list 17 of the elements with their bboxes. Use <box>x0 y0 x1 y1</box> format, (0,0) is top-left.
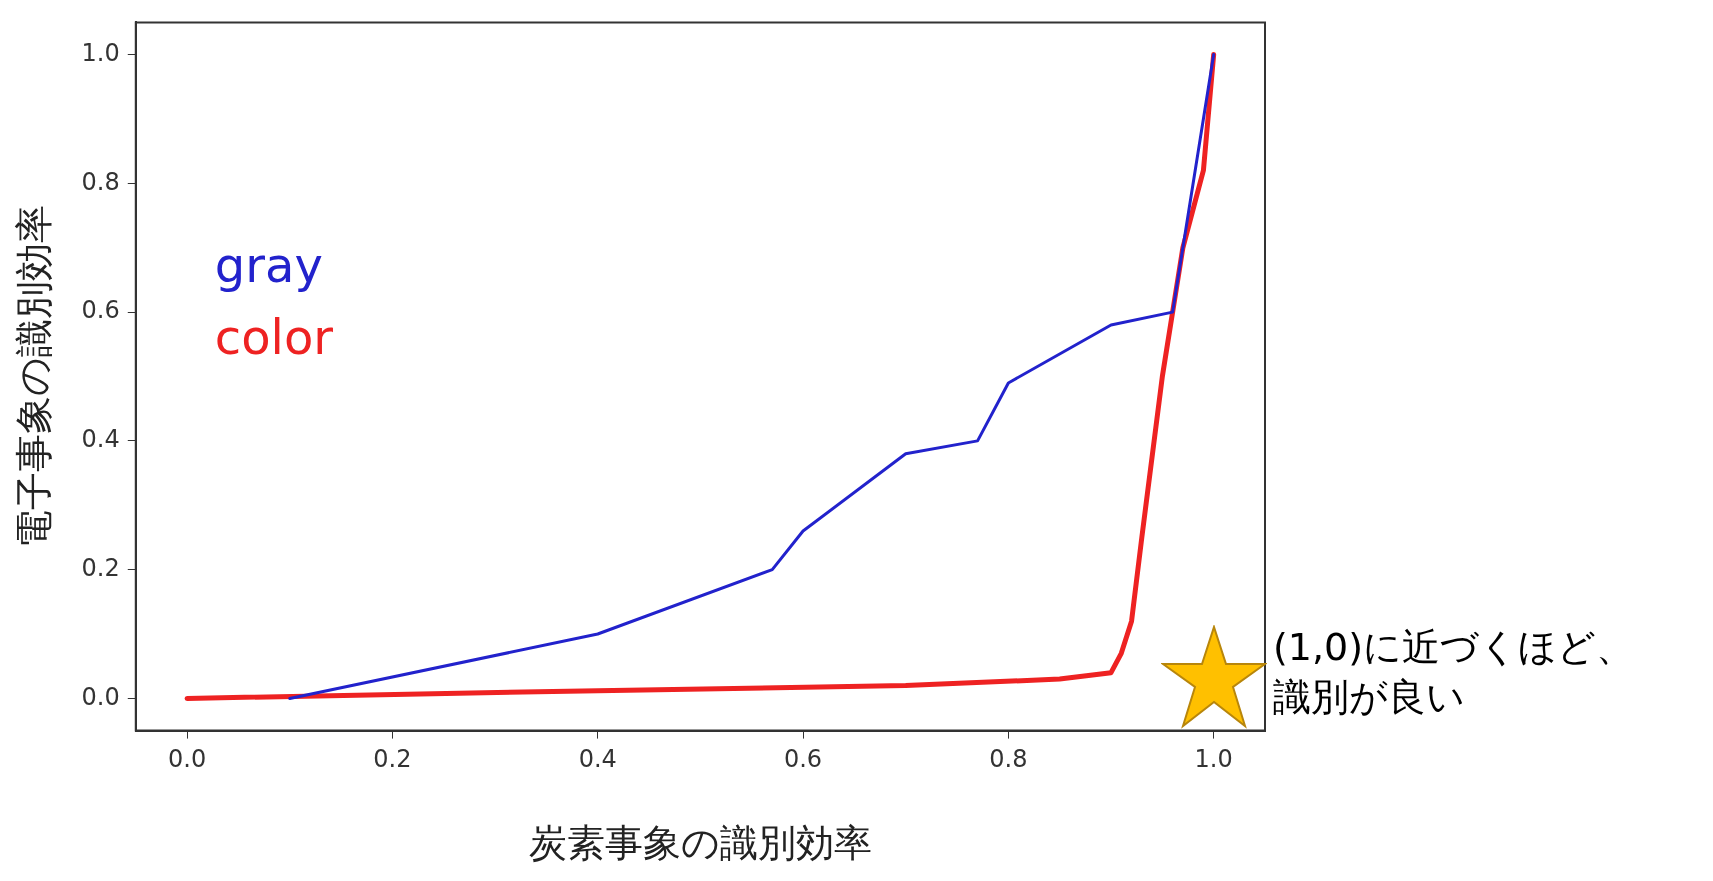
x-tick-label: 0.6 <box>783 745 823 774</box>
y-tick-label: 0.0 <box>81 682 120 711</box>
x-tick-label: 1.0 <box>1194 745 1233 774</box>
y-tick-label: 0.6 <box>81 296 120 325</box>
x-tick-label: 0.4 <box>578 745 617 774</box>
y-tick-label: 0.2 <box>81 553 120 582</box>
x-tick-label: 0.2 <box>373 745 412 774</box>
y-tick-label: 1.0 <box>81 38 120 67</box>
y-axis-title: 電子事象の識別効率 <box>11 205 56 548</box>
text: gray <box>214 237 323 294</box>
text: color <box>214 309 334 366</box>
text: (1,0)に近づくほど、識別が良い <box>1273 625 1635 720</box>
x-axis-title: 炭素事象の識別効率 <box>528 821 872 866</box>
x-tick-label: 0.0 <box>168 745 207 774</box>
x-tick-label: 0.8 <box>989 745 1028 774</box>
y-tick-label: 0.4 <box>81 425 120 454</box>
y-tick-label: 0.8 <box>81 167 120 196</box>
